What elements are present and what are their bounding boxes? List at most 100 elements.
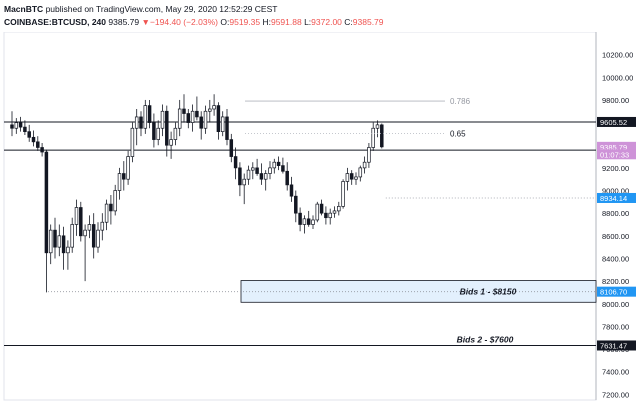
candle-body: [362, 161, 367, 169]
candle-body: [281, 165, 285, 172]
y-tick-label: 9000.00: [602, 187, 629, 196]
candle-body: [186, 113, 191, 123]
price-tag: 01:07:33: [600, 150, 629, 159]
price-tag-bg: [597, 286, 636, 297]
candle-body: [306, 218, 311, 225]
candle-body: [44, 151, 49, 254]
candle-body: [319, 203, 324, 214]
price-tag: 8934.14: [600, 194, 627, 203]
chart-frame: [3, 31, 597, 401]
candle-body: [91, 224, 96, 248]
candle-body: [48, 229, 53, 254]
line-price-tag-bg: [597, 340, 636, 351]
price-tags: 9605.529357.017631.479385.7901:07:338934…: [597, 116, 636, 351]
candle-body: [354, 176, 358, 180]
price-tag: 9385.79: [600, 143, 627, 152]
line-price-tag: 7631.47: [600, 341, 627, 350]
candle-body: [66, 246, 70, 254]
candle-body: [156, 127, 160, 140]
candle-body: [113, 190, 117, 212]
annotations: Bids 1 - $8150 Bids 2 - $7600: [457, 287, 517, 345]
price-tag: 8106.70: [600, 288, 627, 297]
low-value: 9372.00: [311, 17, 342, 27]
candle-body: [126, 156, 130, 180]
y-tick-label: 10200.00: [602, 51, 633, 60]
horizontal-lines[interactable]: [4, 121, 596, 346]
candle-body: [358, 167, 363, 178]
candle-body: [380, 124, 384, 148]
y-tick-label: 9800.00: [602, 96, 629, 105]
candle-body: [263, 173, 268, 180]
candle-body: [70, 224, 74, 248]
candle-body: [10, 124, 14, 129]
candle-body: [61, 235, 66, 254]
close-value: 9385.79: [352, 17, 384, 27]
y-tick-label: 10000.00: [602, 73, 633, 82]
candle-body: [182, 108, 186, 114]
fibonacci-levels: 0.786 0.65: [48, 97, 596, 293]
y-tick-label: 8000.00: [602, 300, 629, 309]
fib-level-label: 0.65: [450, 129, 466, 138]
candle-body: [40, 147, 44, 153]
candle-body: [371, 127, 375, 148]
last-price: 9385.79: [108, 17, 140, 27]
candle-body: [14, 122, 19, 129]
candle-body: [190, 110, 195, 123]
y-tick-label: 8200.00: [602, 277, 629, 286]
candle-body: [302, 218, 307, 225]
candle-body: [246, 169, 251, 180]
change-arrow-icon: ▼: [141, 17, 150, 27]
candle-body: [315, 203, 320, 221]
candle-body: [255, 167, 259, 174]
candle-body: [83, 229, 87, 237]
candle-body: [57, 235, 62, 248]
candle-body: [311, 219, 315, 225]
candle-body: [122, 173, 126, 180]
candle-body: [96, 229, 100, 248]
high-value: 9591.88: [270, 17, 302, 27]
candle-body: [238, 167, 242, 186]
candle-body: [251, 167, 255, 171]
candle-body: [53, 229, 57, 248]
candle-body: [79, 207, 83, 237]
line-price-tag-bg: [597, 116, 636, 127]
candle-body: [285, 170, 289, 186]
price-change: −194.40 (−2.03%): [149, 17, 218, 27]
candle-body: [147, 105, 152, 123]
candle-body: [367, 147, 371, 163]
candle-body: [332, 210, 337, 214]
y-tick-label: 9200.00: [602, 164, 629, 173]
candle-body: [225, 116, 229, 140]
low-label: L:: [304, 17, 312, 27]
candle-body: [195, 110, 199, 118]
candlestick-series: [10, 94, 384, 293]
symbol-label[interactable]: COINBASE:BTCUSD, 240: [4, 17, 107, 27]
y-tick-label: 8400.00: [602, 254, 629, 263]
candle-body: [165, 110, 169, 146]
candle-body: [31, 136, 36, 143]
price-tag-bg: [597, 141, 636, 152]
author-name[interactable]: MacnBTC: [4, 4, 44, 14]
fib-level-label: 0.786: [450, 97, 471, 106]
line-price-tag: 9605.52: [600, 118, 627, 127]
symbol-line: COINBASE:BTCUSD, 240 9385.79 ▼−194.40 (−…: [4, 17, 384, 27]
candle-body: [233, 156, 238, 169]
y-tick-label: 7800.00: [602, 322, 629, 331]
y-tick-label: 8600.00: [602, 232, 629, 241]
candle-body: [337, 206, 341, 212]
chart-header: MacnBTC published on TradingView.com, Ma…: [0, 0, 640, 32]
y-tick-label: 7200.00: [602, 390, 629, 399]
candle-body: [160, 110, 165, 129]
candle-body: [173, 127, 178, 140]
candle-body: [139, 116, 143, 129]
publish-line: MacnBTC published on TradingView.com, Ma…: [4, 4, 277, 14]
candle-body: [74, 207, 79, 225]
candle-body: [152, 122, 156, 140]
candle-body: [345, 173, 350, 182]
y-tick-label: 7400.00: [602, 368, 629, 377]
price-tag-bg: [597, 192, 636, 203]
candle-body: [268, 167, 272, 174]
price-tag-bg: [597, 149, 636, 160]
candle-body: [289, 184, 294, 197]
